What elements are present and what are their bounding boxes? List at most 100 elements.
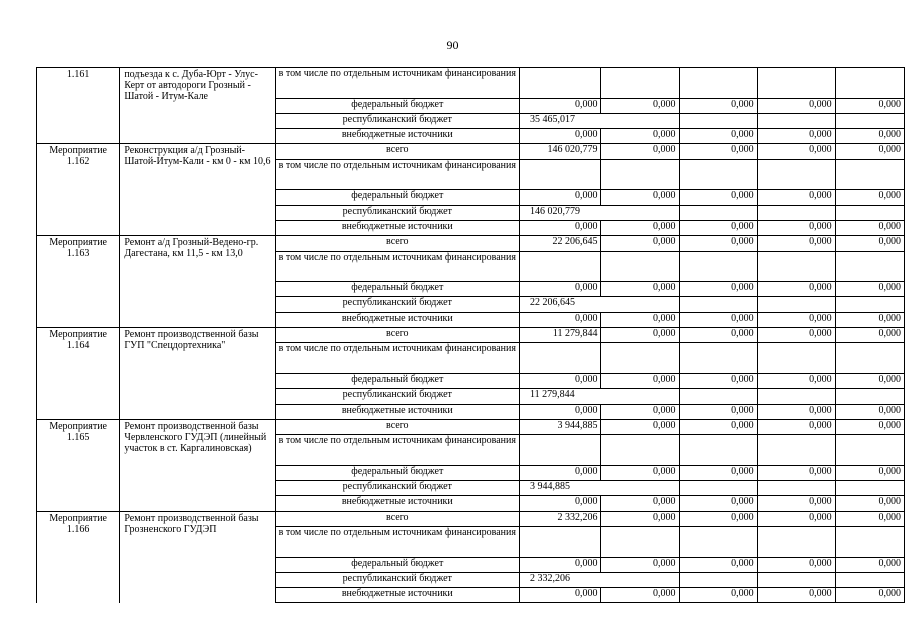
value-cell: 0,000 [834, 97, 905, 114]
empty-cell [518, 67, 602, 99]
value-cell: 0,000 [518, 311, 602, 329]
measure-id-cell: Мероприятие 1.165 [35, 418, 121, 512]
value-cell: 0,000 [600, 235, 680, 252]
empty-cell [678, 158, 758, 191]
empty-cell [834, 112, 905, 130]
table-row: в том числе по отдельным источникам фина… [37, 525, 905, 558]
empty-cell [600, 434, 680, 466]
value-cell: 0,000 [678, 311, 758, 329]
value-cell: 0,000 [678, 189, 758, 206]
source-label-cell: федеральный бюджет [274, 464, 520, 482]
source-label-cell: внебюджетные источники [274, 403, 520, 420]
table-row: в том числе по отдельным источникам фина… [37, 434, 905, 466]
table-row: внебюджетные источники 0,000 0,000 0,000 0,0… [37, 587, 905, 604]
measure-name-cell: Реконструкция а/д Грозный-Шатой-Итум-Кал… [119, 143, 276, 237]
value-cell: 2 332,206 [518, 571, 680, 589]
value-cell: 0,000 [600, 327, 680, 344]
value-cell: 0,000 [600, 372, 680, 390]
source-label-cell: всего [274, 235, 520, 252]
source-label-cell: внебюджетные источники [274, 219, 520, 237]
value-cell: 0,000 [600, 311, 680, 329]
table-row: федеральный бюджет 0,000 0,000 0,000 0,000 0,… [37, 189, 905, 206]
empty-cell [756, 342, 836, 374]
empty-cell [678, 480, 758, 497]
value-cell: 146 020,779 [518, 204, 680, 221]
empty-cell [756, 250, 836, 283]
table-row: внебюджетные источники 0,000 0,000 0,000 0,0… [37, 219, 905, 237]
value-cell: 0,000 [518, 189, 602, 206]
value-cell: 11 279,844 [518, 327, 602, 344]
value-cell: 0,000 [756, 219, 836, 237]
value-cell: 0,000 [756, 403, 836, 420]
empty-cell [678, 434, 758, 466]
empty-cell [756, 434, 836, 466]
value-cell: 22 206,645 [518, 235, 602, 252]
empty-cell [678, 342, 758, 374]
value-cell: 35 465,017 [518, 112, 680, 130]
table-row: Мероприятие 1.165 Ремонт производственной… [35, 418, 905, 512]
value-cell: 22 206,645 [518, 296, 680, 313]
value-cell: 0,000 [678, 403, 758, 420]
empty-cell [834, 67, 905, 99]
source-label-cell: республиканский бюджет [274, 204, 520, 221]
table-row: внебюджетные источники 0,000 0,000 0,000 0,0… [37, 403, 905, 420]
table-row: Мероприятие 1.162 Реконструкция а/д Грозн… [35, 143, 905, 237]
source-label-cell: всего [274, 418, 520, 436]
value-cell: 0,000 [678, 281, 758, 298]
value-cell: 0,000 [834, 327, 905, 344]
empty-cell [834, 388, 905, 405]
value-cell: 0,000 [518, 97, 602, 114]
empty-cell [756, 67, 836, 99]
value-cell: 0,000 [756, 418, 836, 436]
value-cell: 0,000 [600, 128, 680, 145]
value-cell: 2 332,206 [518, 510, 602, 527]
source-label-cell: в том числе по отдельным источникам фина… [274, 250, 520, 283]
value-cell: 0,000 [834, 556, 905, 573]
page-number: 90 [446, 38, 459, 52]
empty-cell [600, 525, 680, 558]
empty-cell [756, 388, 836, 405]
value-cell: 0,000 [518, 372, 602, 390]
source-label-cell: в том числе по отдельным источникам фина… [274, 67, 520, 99]
source-label-cell: республиканский бюджет [274, 388, 520, 405]
empty-cell [518, 342, 602, 374]
measure-id-cell: Мероприятие 1.166 [35, 510, 121, 603]
empty-cell [834, 296, 905, 313]
value-cell: 0,000 [600, 189, 680, 206]
value-cell: 0,000 [600, 97, 680, 114]
value-cell: 0,000 [518, 464, 602, 482]
table-row: федеральный бюджет 0,000 0,000 0,000 0,000 0,… [37, 556, 905, 573]
value-cell: 0,000 [756, 281, 836, 298]
table-row: федеральный бюджет 0,000 0,000 0,000 0,000 0,… [37, 281, 905, 298]
empty-cell [834, 434, 905, 466]
measure-name-cell: Ремонт производственной базы ГУП "Спецдо… [119, 327, 276, 420]
value-cell: 0,000 [834, 219, 905, 237]
value-cell: 146 020,779 [518, 143, 602, 160]
empty-cell [834, 158, 905, 191]
value-cell: 0,000 [600, 219, 680, 237]
value-cell: 0,000 [678, 128, 758, 145]
source-label-cell: федеральный бюджет [274, 372, 520, 390]
value-cell: 0,000 [834, 311, 905, 329]
empty-cell [678, 571, 758, 589]
empty-cell [678, 112, 758, 130]
empty-cell [678, 67, 758, 99]
value-cell: 0,000 [834, 372, 905, 390]
value-cell: 3 944,885 [518, 480, 680, 497]
value-cell: 0,000 [678, 510, 758, 527]
value-cell: 0,000 [518, 219, 602, 237]
source-label-cell: всего [274, 510, 520, 527]
source-label-cell: в том числе по отдельным источникам фина… [274, 158, 520, 191]
value-cell: 0,000 [756, 327, 836, 344]
value-cell: 0,000 [756, 189, 836, 206]
empty-cell [756, 204, 836, 221]
value-cell: 0,000 [834, 143, 905, 160]
value-cell: 0,000 [834, 587, 905, 604]
empty-cell [756, 525, 836, 558]
value-cell: 0,000 [678, 219, 758, 237]
value-cell: 0,000 [600, 464, 680, 482]
empty-cell [518, 434, 602, 466]
empty-cell [834, 204, 905, 221]
measure-id-cell: Мероприятие 1.162 [35, 143, 121, 237]
